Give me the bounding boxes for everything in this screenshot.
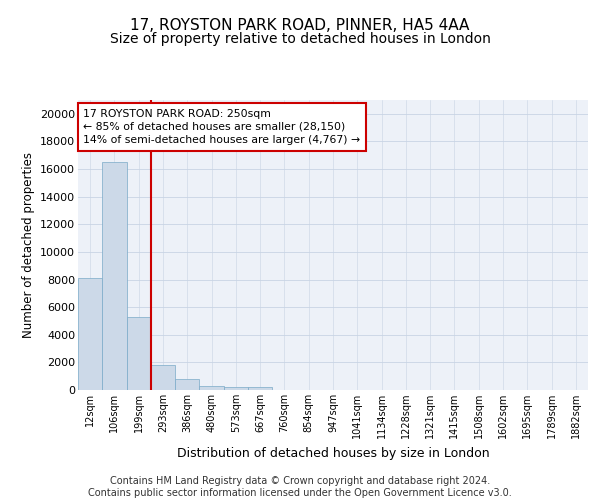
X-axis label: Distribution of detached houses by size in London: Distribution of detached houses by size … (176, 446, 490, 460)
Bar (248, 386, 272, 390)
Text: 17 ROYSTON PARK ROAD: 250sqm
← 85% of detached houses are smaller (28,150)
14% o: 17 ROYSTON PARK ROAD: 250sqm ← 85% of de… (83, 108, 360, 145)
Bar (102, 162, 127, 390)
Bar (151, 365, 175, 390)
Text: Contains HM Land Registry data © Crown copyright and database right 2024.
Contai: Contains HM Land Registry data © Crown c… (88, 476, 512, 498)
Bar (199, 386, 224, 390)
Bar (175, 379, 199, 390)
Text: 17, ROYSTON PARK ROAD, PINNER, HA5 4AA: 17, ROYSTON PARK ROAD, PINNER, HA5 4AA (130, 18, 470, 32)
Text: Size of property relative to detached houses in London: Size of property relative to detached ho… (110, 32, 490, 46)
Bar (127, 317, 151, 390)
Bar (224, 386, 248, 390)
Bar (78, 278, 102, 390)
Y-axis label: Number of detached properties: Number of detached properties (22, 152, 35, 338)
